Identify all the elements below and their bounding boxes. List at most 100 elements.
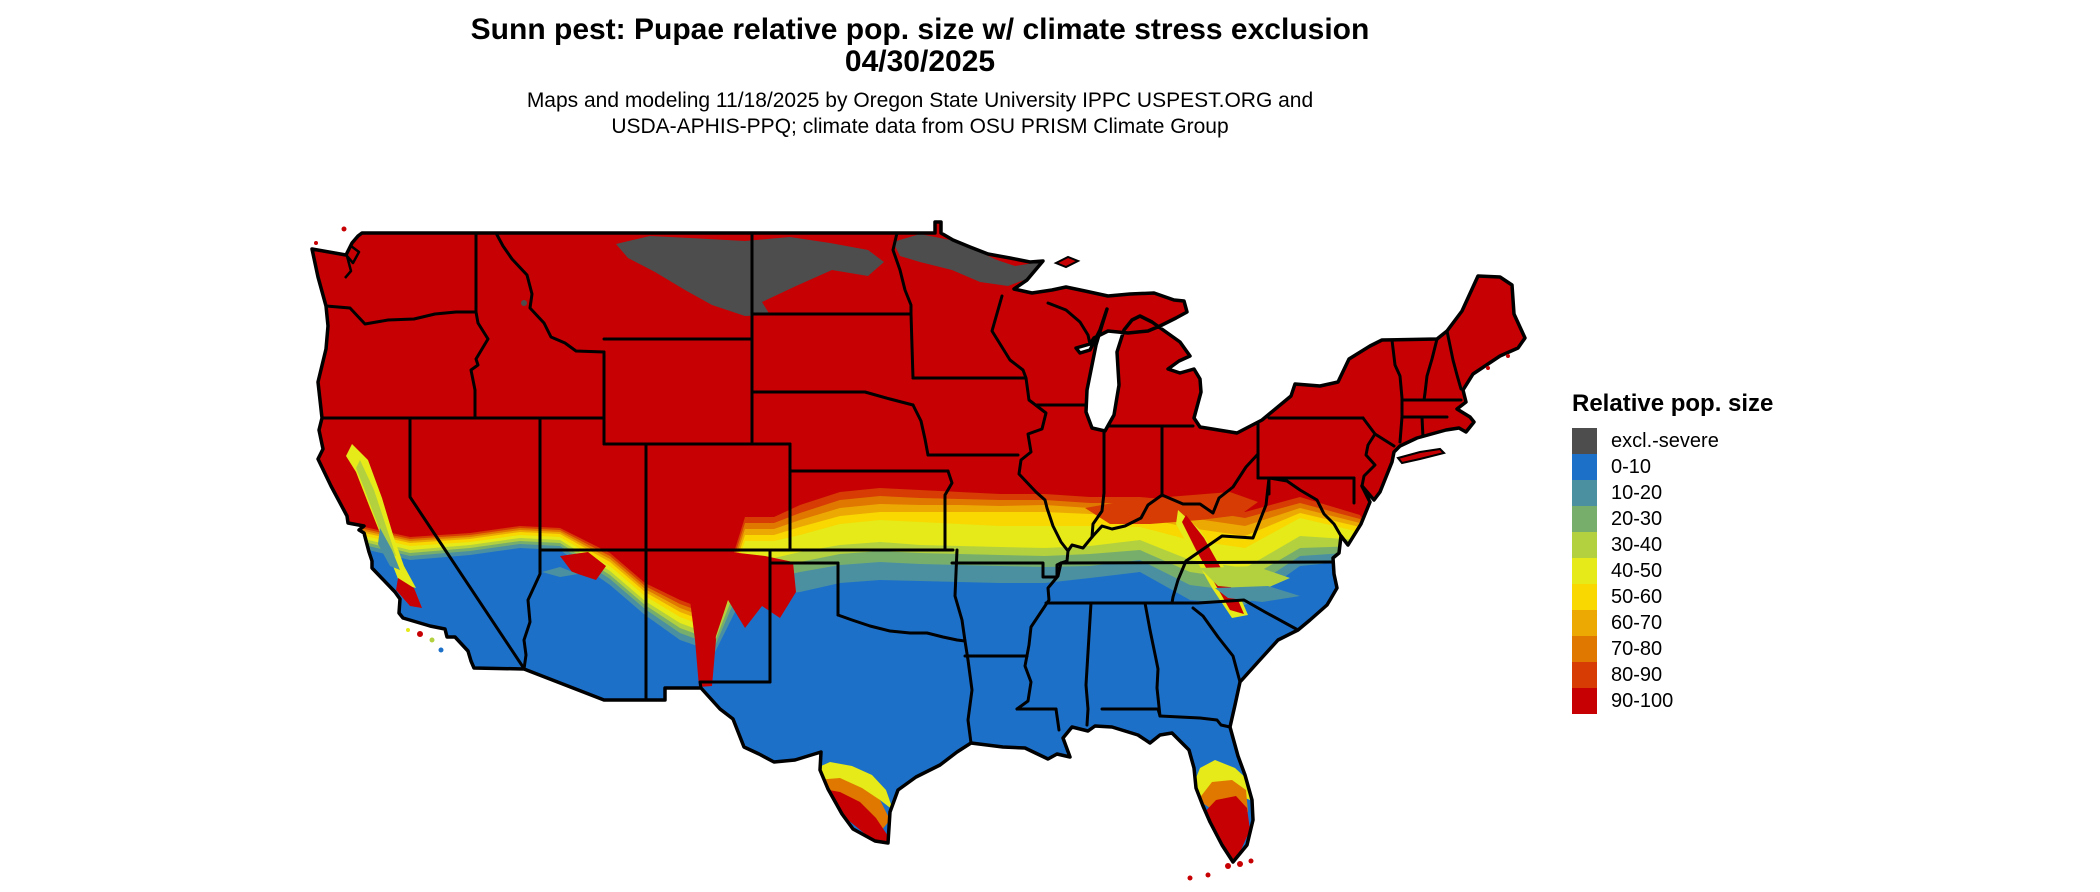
legend-swatch [1572, 636, 1597, 662]
state-border-line [1090, 429, 1106, 539]
region-patch-red [1202, 796, 1250, 862]
state-border-line [494, 231, 606, 354]
region-patch-gray [893, 234, 1040, 286]
legend-item-0-10: 0-10 [1572, 454, 1773, 480]
state-border-line [990, 294, 1070, 711]
legend-label: 70-80 [1611, 637, 1663, 660]
state-border-line [1090, 493, 1164, 539]
region-patch-ygreen [356, 460, 396, 556]
state-border-line [963, 639, 974, 745]
legend-item-excl.-severe: excl.-severe [1572, 428, 1773, 454]
map-title-line-2: 04/30/2025 [844, 45, 996, 78]
offshore-dot-red [1225, 863, 1231, 869]
state-border-line [1184, 476, 1271, 563]
legend-swatch [1572, 662, 1597, 688]
offshore-dot-red [314, 241, 318, 245]
state-border-line [1420, 415, 1425, 440]
region-patch-red [690, 597, 716, 687]
state-border-line [469, 310, 490, 420]
legend-title: Relative pop. size [1572, 390, 1774, 417]
offshore-dot-red [1248, 858, 1254, 864]
legend-label: 0-10 [1611, 455, 1652, 478]
legend-label: 10-20 [1611, 481, 1663, 504]
state-borders [320, 231, 1463, 745]
region-patch-red [645, 550, 796, 648]
offshore-dot-red [1205, 872, 1211, 878]
legend-swatch [1572, 532, 1597, 558]
legend-swatch [1572, 558, 1597, 584]
state-border-line [1066, 535, 1094, 553]
legend-swatch [1572, 506, 1597, 532]
state-border-line [950, 561, 1063, 579]
offshore-dot-ygreen [429, 637, 435, 643]
legend-swatch [1572, 428, 1597, 454]
offshore-dot-gray [521, 300, 527, 306]
state-border-line [1084, 601, 1093, 727]
map-subtitle-line-1: Maps and modeling 11/18/2025 by Oregon S… [526, 89, 1314, 112]
legend-label: 30-40 [1611, 533, 1663, 556]
legend-item-60-70: 60-70 [1572, 610, 1773, 636]
map-title-block: Sunn pest: Pupae relative pop. size w/ c… [220, 14, 1620, 78]
legend-item-10-20: 10-20 [1572, 480, 1773, 506]
offshore-dot-red [1486, 366, 1490, 370]
state-border-line [953, 548, 967, 643]
legend-item-30-40: 30-40 [1572, 532, 1773, 558]
state-border-line [1046, 301, 1092, 346]
offshore-dot-yellow [406, 628, 410, 632]
state-border-line [1054, 707, 1061, 732]
state-border-line [324, 304, 478, 326]
state-border-line [408, 416, 525, 669]
legend-item-90-100: 90-100 [1572, 688, 1773, 714]
state-border-line [698, 680, 772, 690]
island-red [1053, 255, 1081, 269]
state-border-line [891, 231, 913, 316]
legend-label: 80-90 [1611, 663, 1663, 686]
state-border-line [1373, 432, 1396, 448]
legend-swatch [1572, 454, 1597, 480]
map-legend: Relative pop. size excl.-severe 0-10 10-20… [1572, 390, 1773, 714]
state-border-line [1158, 714, 1232, 729]
legend-label: 60-70 [1611, 611, 1663, 634]
legend-item-50-60: 50-60 [1572, 584, 1773, 610]
legend-item-80-90: 80-90 [1572, 662, 1773, 688]
region-patch-dorange [1085, 492, 1258, 524]
state-border-line [1196, 598, 1300, 632]
state-border-line [1445, 329, 1463, 391]
map-title-line-1: Sunn pest: Pupae relative pop. size w/ c… [470, 13, 1370, 46]
legend-item-20-30: 20-30 [1572, 506, 1773, 532]
legend-swatch [1572, 584, 1597, 610]
state-border-line [1191, 606, 1242, 684]
legend-label: 40-50 [1611, 559, 1663, 582]
offshore-dot-red [417, 631, 423, 637]
us-outline [310, 220, 1527, 864]
region-patch-teal [1215, 586, 1300, 602]
legend-label: excl.-severe [1611, 429, 1719, 452]
offshore-dot-red [1237, 861, 1243, 867]
state-border-line [1422, 337, 1439, 402]
state-border-line [1059, 560, 1335, 565]
legend-item-40-50: 40-50 [1572, 558, 1773, 584]
state-border-line [909, 312, 915, 380]
state-border-line [836, 613, 967, 643]
region-patch-gray [616, 236, 884, 316]
region-patch-teal [542, 567, 578, 577]
choropleth-layers [312, 222, 1525, 862]
offshore-dot-red [1506, 354, 1510, 358]
offshore-dot-blue [438, 647, 444, 653]
legend-label: 50-60 [1611, 585, 1663, 608]
map-subtitle-line-2: USDA-APHIS-PPQ; climate data from OSU PR… [611, 115, 1229, 138]
state-border-line [1170, 559, 1188, 605]
legend-swatch [1572, 480, 1597, 506]
legend-label: 90-100 [1611, 689, 1674, 712]
legend-swatch [1572, 610, 1597, 636]
island-red [1396, 447, 1446, 465]
state-border-line [1160, 452, 1260, 515]
region-patch-red [396, 578, 422, 608]
state-border-line [522, 548, 542, 671]
region-patch-teal [378, 528, 400, 570]
class-band-blue [312, 548, 1525, 862]
state-border-line [911, 403, 930, 457]
